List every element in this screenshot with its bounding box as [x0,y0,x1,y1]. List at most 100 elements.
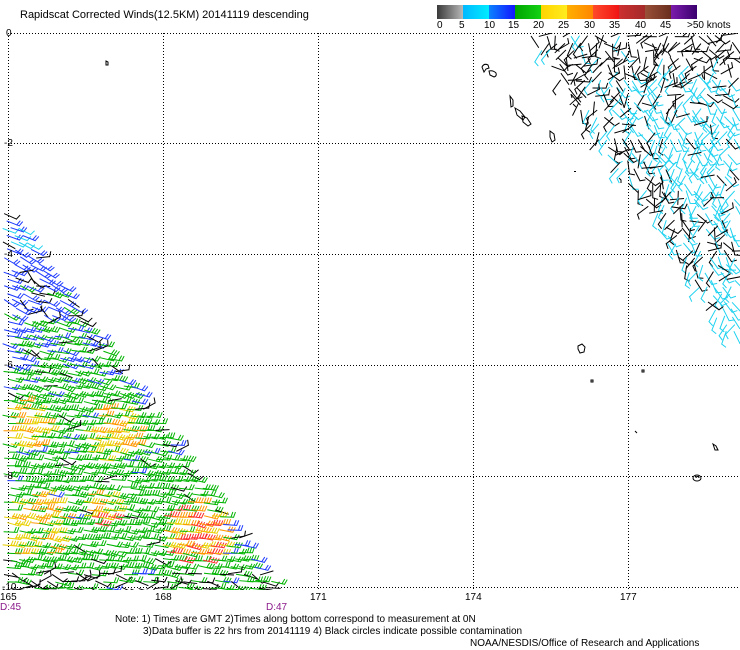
wind-barb [91,525,108,533]
wind-barb [95,506,112,514]
wind-barb [175,504,192,511]
wind-barb [590,117,598,134]
wind-barb [11,398,29,406]
wind-barb [47,363,64,370]
wind-barb [43,270,60,279]
wind-barb [669,228,676,246]
wind-barb [79,533,96,541]
wind-barb [14,547,31,555]
wind-barb [632,86,648,98]
wind-barb [143,397,156,410]
wind-barb [708,175,721,189]
wind-barb [661,220,667,237]
wind-barb [39,533,56,540]
wind-barb [10,541,27,549]
legend-label: 45 [660,20,672,31]
wind-barb [195,526,212,534]
wind-barb [573,53,588,59]
wind-barb [48,491,65,498]
wind-barb [717,205,729,221]
wind-barb [134,561,151,568]
wind-barb [183,505,200,512]
wind-barb [187,572,203,575]
wind-barb [631,80,645,93]
wind-barb [139,425,156,432]
wind-barb [55,362,72,369]
wind-barb [685,190,696,205]
wind-barb [24,491,41,498]
wind-barb [540,49,551,65]
wind-barb [199,520,216,528]
wind-barb [63,306,81,316]
wind-barb [3,384,21,391]
wind-barb [75,553,92,560]
wind-barb [10,411,27,418]
wind-barb [664,77,678,88]
wind-barb [126,461,143,468]
wind-barb [144,489,161,496]
wind-barb [733,331,740,345]
wind-barb [179,497,196,504]
wind-barb [54,464,69,467]
wind-barb [19,269,34,273]
wind-barb [674,95,677,110]
wind-barb [15,578,32,586]
wind-barb [680,79,693,89]
wind-barb [54,332,72,339]
color-legend [437,5,697,19]
wind-barb [242,542,259,549]
wind-barb [4,313,21,321]
wind-barb [24,418,40,425]
wind-barb [632,72,647,85]
wind-barb [23,504,40,512]
wind-barb [36,251,52,259]
wind-barb [726,161,733,179]
wind-barb [538,33,553,37]
wind-barb [583,79,594,95]
wind-barb [215,576,232,584]
wind-barb [629,139,642,153]
wind-barb [183,519,200,527]
wind-barb [207,506,224,513]
wind-barb [235,570,253,578]
wind-barb [87,517,103,524]
wind-barb [88,390,105,398]
wind-barb [662,132,672,149]
wind-barb [94,333,112,341]
wind-barb [35,427,52,434]
wind-barb [146,536,161,546]
wind-barb [98,440,115,447]
legend-swatch [463,5,489,19]
wind-barb [706,35,717,47]
wind-barb [6,220,24,227]
wind-barb [40,489,57,496]
wind-barb [603,116,620,127]
wind-barb [615,148,629,156]
wind-barb [3,526,20,534]
wind-barb [633,168,646,182]
wind-barb [10,588,25,590]
wind-barb [170,576,183,590]
wind-barb [603,93,615,108]
wind-barb [76,315,93,323]
wind-barb [118,547,136,554]
wind-barb [719,183,726,200]
wind-barb [20,356,37,363]
wind-barb [51,497,68,504]
wind-barb [230,548,248,555]
lat-label: -2 [4,138,13,149]
island-outline [641,369,645,373]
legend-label: 0 [437,20,443,31]
wind-barb [580,109,589,125]
wind-barb [119,504,136,511]
wind-barb [602,116,614,133]
wind-barb [63,377,81,384]
wind-barb [107,468,125,476]
wind-barb [159,432,176,439]
wind-barb [191,532,208,540]
wind-barb [130,484,147,491]
wind-barb [199,533,216,541]
wind-barb [628,176,639,190]
wind-barb [729,169,740,181]
wind-barb [88,488,105,496]
